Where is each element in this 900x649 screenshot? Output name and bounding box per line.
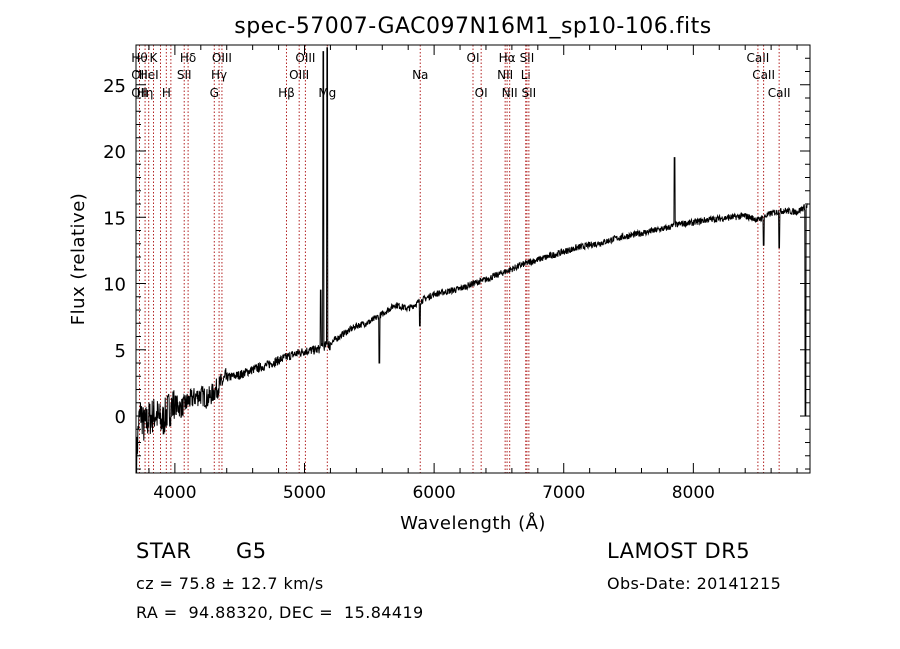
line-marker-label: Na — [412, 68, 428, 82]
line-marker-label: OIII — [295, 51, 315, 65]
line-marker-label: Hγ — [211, 68, 227, 82]
axes: 4000 5000 6000 7000 8000 0 5 10 15 20 25 — [103, 45, 810, 503]
line-marker-label: G — [210, 86, 219, 100]
line-marker-label: CaII — [768, 86, 791, 100]
y-tick-label: 5 — [115, 341, 126, 362]
object-subclass: G5 — [236, 539, 267, 563]
line-marker-label: Li — [521, 68, 531, 82]
line-marker-label: OI — [475, 86, 488, 100]
line-marker-label: OII — [131, 86, 148, 100]
line-marker-label: OI — [467, 51, 480, 65]
redshift-velocity: cz = 75.8 ± 12.7 km/s — [136, 574, 324, 593]
y-tick-label: 15 — [103, 208, 126, 229]
y-tick-label: 25 — [103, 76, 126, 97]
line-marker-label: NII — [497, 68, 513, 82]
spectrum-line — [136, 47, 808, 474]
x-tick-label: 5000 — [283, 483, 326, 503]
y-tick-label: 20 — [103, 142, 126, 163]
x-tick-label: 7000 — [542, 483, 585, 503]
survey-name: LAMOST DR5 — [607, 539, 751, 563]
line-marker-label: Hδ — [180, 51, 196, 65]
line-marker-label: OIII — [289, 68, 309, 82]
line-marker-label: CaII — [752, 68, 775, 82]
chart-title: spec-57007-GAC097N16M1_sp10-106.fits — [234, 14, 712, 39]
y-tick-label: 0 — [115, 407, 126, 428]
sky-coordinates: RA = 94.88320, DEC = 15.84419 — [136, 603, 424, 622]
object-class: STAR — [136, 539, 192, 563]
line-marker-label: NII — [502, 86, 518, 100]
line-marker-label: SII — [520, 51, 535, 65]
line-marker-label: Hβ — [278, 86, 295, 100]
x-tick-label: 8000 — [672, 483, 715, 503]
observation-date: Obs-Date: 20141215 — [607, 574, 782, 593]
y-tick-label: 10 — [103, 275, 126, 296]
line-marker-label: HeI — [139, 68, 159, 82]
line-marker-label: CaII — [746, 51, 769, 65]
line-marker-label: SII — [522, 86, 537, 100]
line-marker-label: K — [150, 51, 159, 65]
x-tick-label: 6000 — [412, 483, 455, 503]
line-marker-label: H — [162, 86, 171, 100]
line-marker-label: SII — [177, 68, 192, 82]
y-axis-label: Flux (relative) — [68, 193, 89, 326]
line-markers: HθOIIOIIHηHeIKHSIIHδGHγOIIIHβOIIIOIIIMgN… — [131, 45, 791, 473]
line-marker-label: Hη — [137, 86, 154, 100]
spectrum — [136, 47, 808, 474]
x-axis-label: Wavelength (Å) — [400, 512, 546, 534]
line-marker-label: OIII — [212, 51, 232, 65]
plot-frame — [135, 44, 811, 474]
line-marker-label: Hα — [499, 51, 516, 65]
x-tick-label: 4000 — [153, 483, 196, 503]
line-marker-label: OII — [131, 68, 148, 82]
